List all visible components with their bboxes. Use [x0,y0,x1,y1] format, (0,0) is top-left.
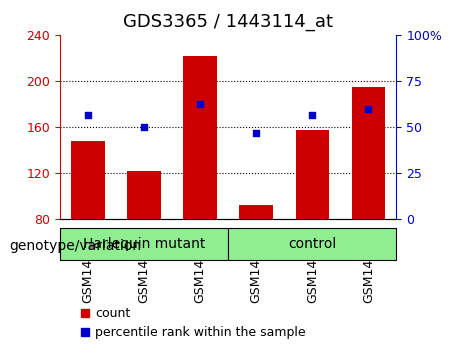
Legend: count, percentile rank within the sample: count, percentile rank within the sample [76,302,311,344]
Point [84,112,92,118]
Bar [352,87,385,219]
Bar [71,141,105,219]
Point [253,130,260,136]
Text: genotype/variation: genotype/variation [9,239,142,253]
Title: GDS3365 / 1443114_at: GDS3365 / 1443114_at [123,13,333,32]
Bar [239,205,273,219]
Point [196,101,204,106]
Bar [127,171,161,219]
FancyBboxPatch shape [228,228,396,260]
Text: control: control [288,237,337,251]
Point [140,125,148,130]
Point [309,112,316,118]
Text: Harlequin mutant: Harlequin mutant [83,237,205,251]
Bar [183,56,217,219]
Bar [296,130,329,219]
Point [365,106,372,112]
FancyBboxPatch shape [60,228,228,260]
